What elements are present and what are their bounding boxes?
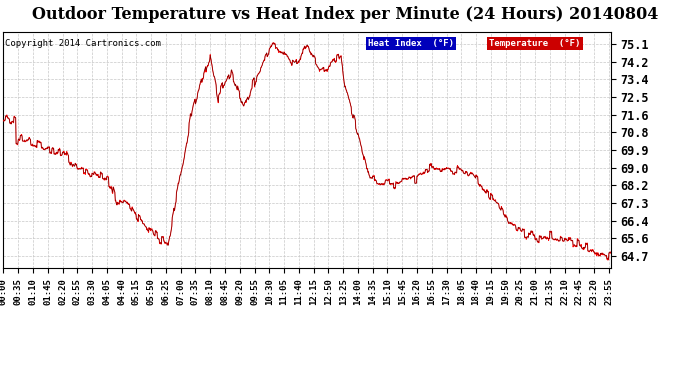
Text: Outdoor Temperature vs Heat Index per Minute (24 Hours) 20140804: Outdoor Temperature vs Heat Index per Mi… bbox=[32, 6, 658, 22]
Text: Heat Index  (°F): Heat Index (°F) bbox=[368, 39, 454, 48]
Text: Copyright 2014 Cartronics.com: Copyright 2014 Cartronics.com bbox=[5, 39, 161, 48]
Text: Temperature  (°F): Temperature (°F) bbox=[489, 39, 580, 48]
